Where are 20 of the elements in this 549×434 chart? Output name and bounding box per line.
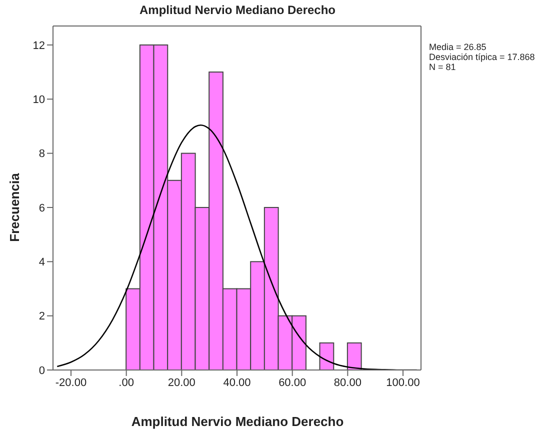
x-tick-label: -20.00 [55,376,87,389]
y-tick-label: 4 [38,256,45,269]
chart-title: Amplitud Nervio Mediano Derecho [138,3,337,17]
x-tick-label: 80.00 [334,376,362,389]
x-tick-label: 40.00 [223,376,251,389]
y-tick-label: 2 [38,310,45,323]
y-tick-label: 0 [38,364,45,377]
y-tick-label: 12 [32,40,45,52]
x-tick-label: 20.00 [168,376,196,389]
x-tick-label: 60.00 [278,376,306,389]
x-tick-label: 100.00 [386,376,420,389]
y-tick-label: 6 [38,202,45,214]
y-tick-label: 8 [38,148,45,160]
text: Media = 26.85 [429,42,488,52]
y-axis-title: Frecuencia [6,173,22,242]
text: Desviación típica = 17.868 [429,52,535,62]
y-tick-label: 10 [32,94,45,106]
text: N = 81 [429,62,457,72]
x-tick-label: .00 [118,376,134,389]
x-axis-title: Amplitud Nervio Mediano Derecho [130,414,345,429]
